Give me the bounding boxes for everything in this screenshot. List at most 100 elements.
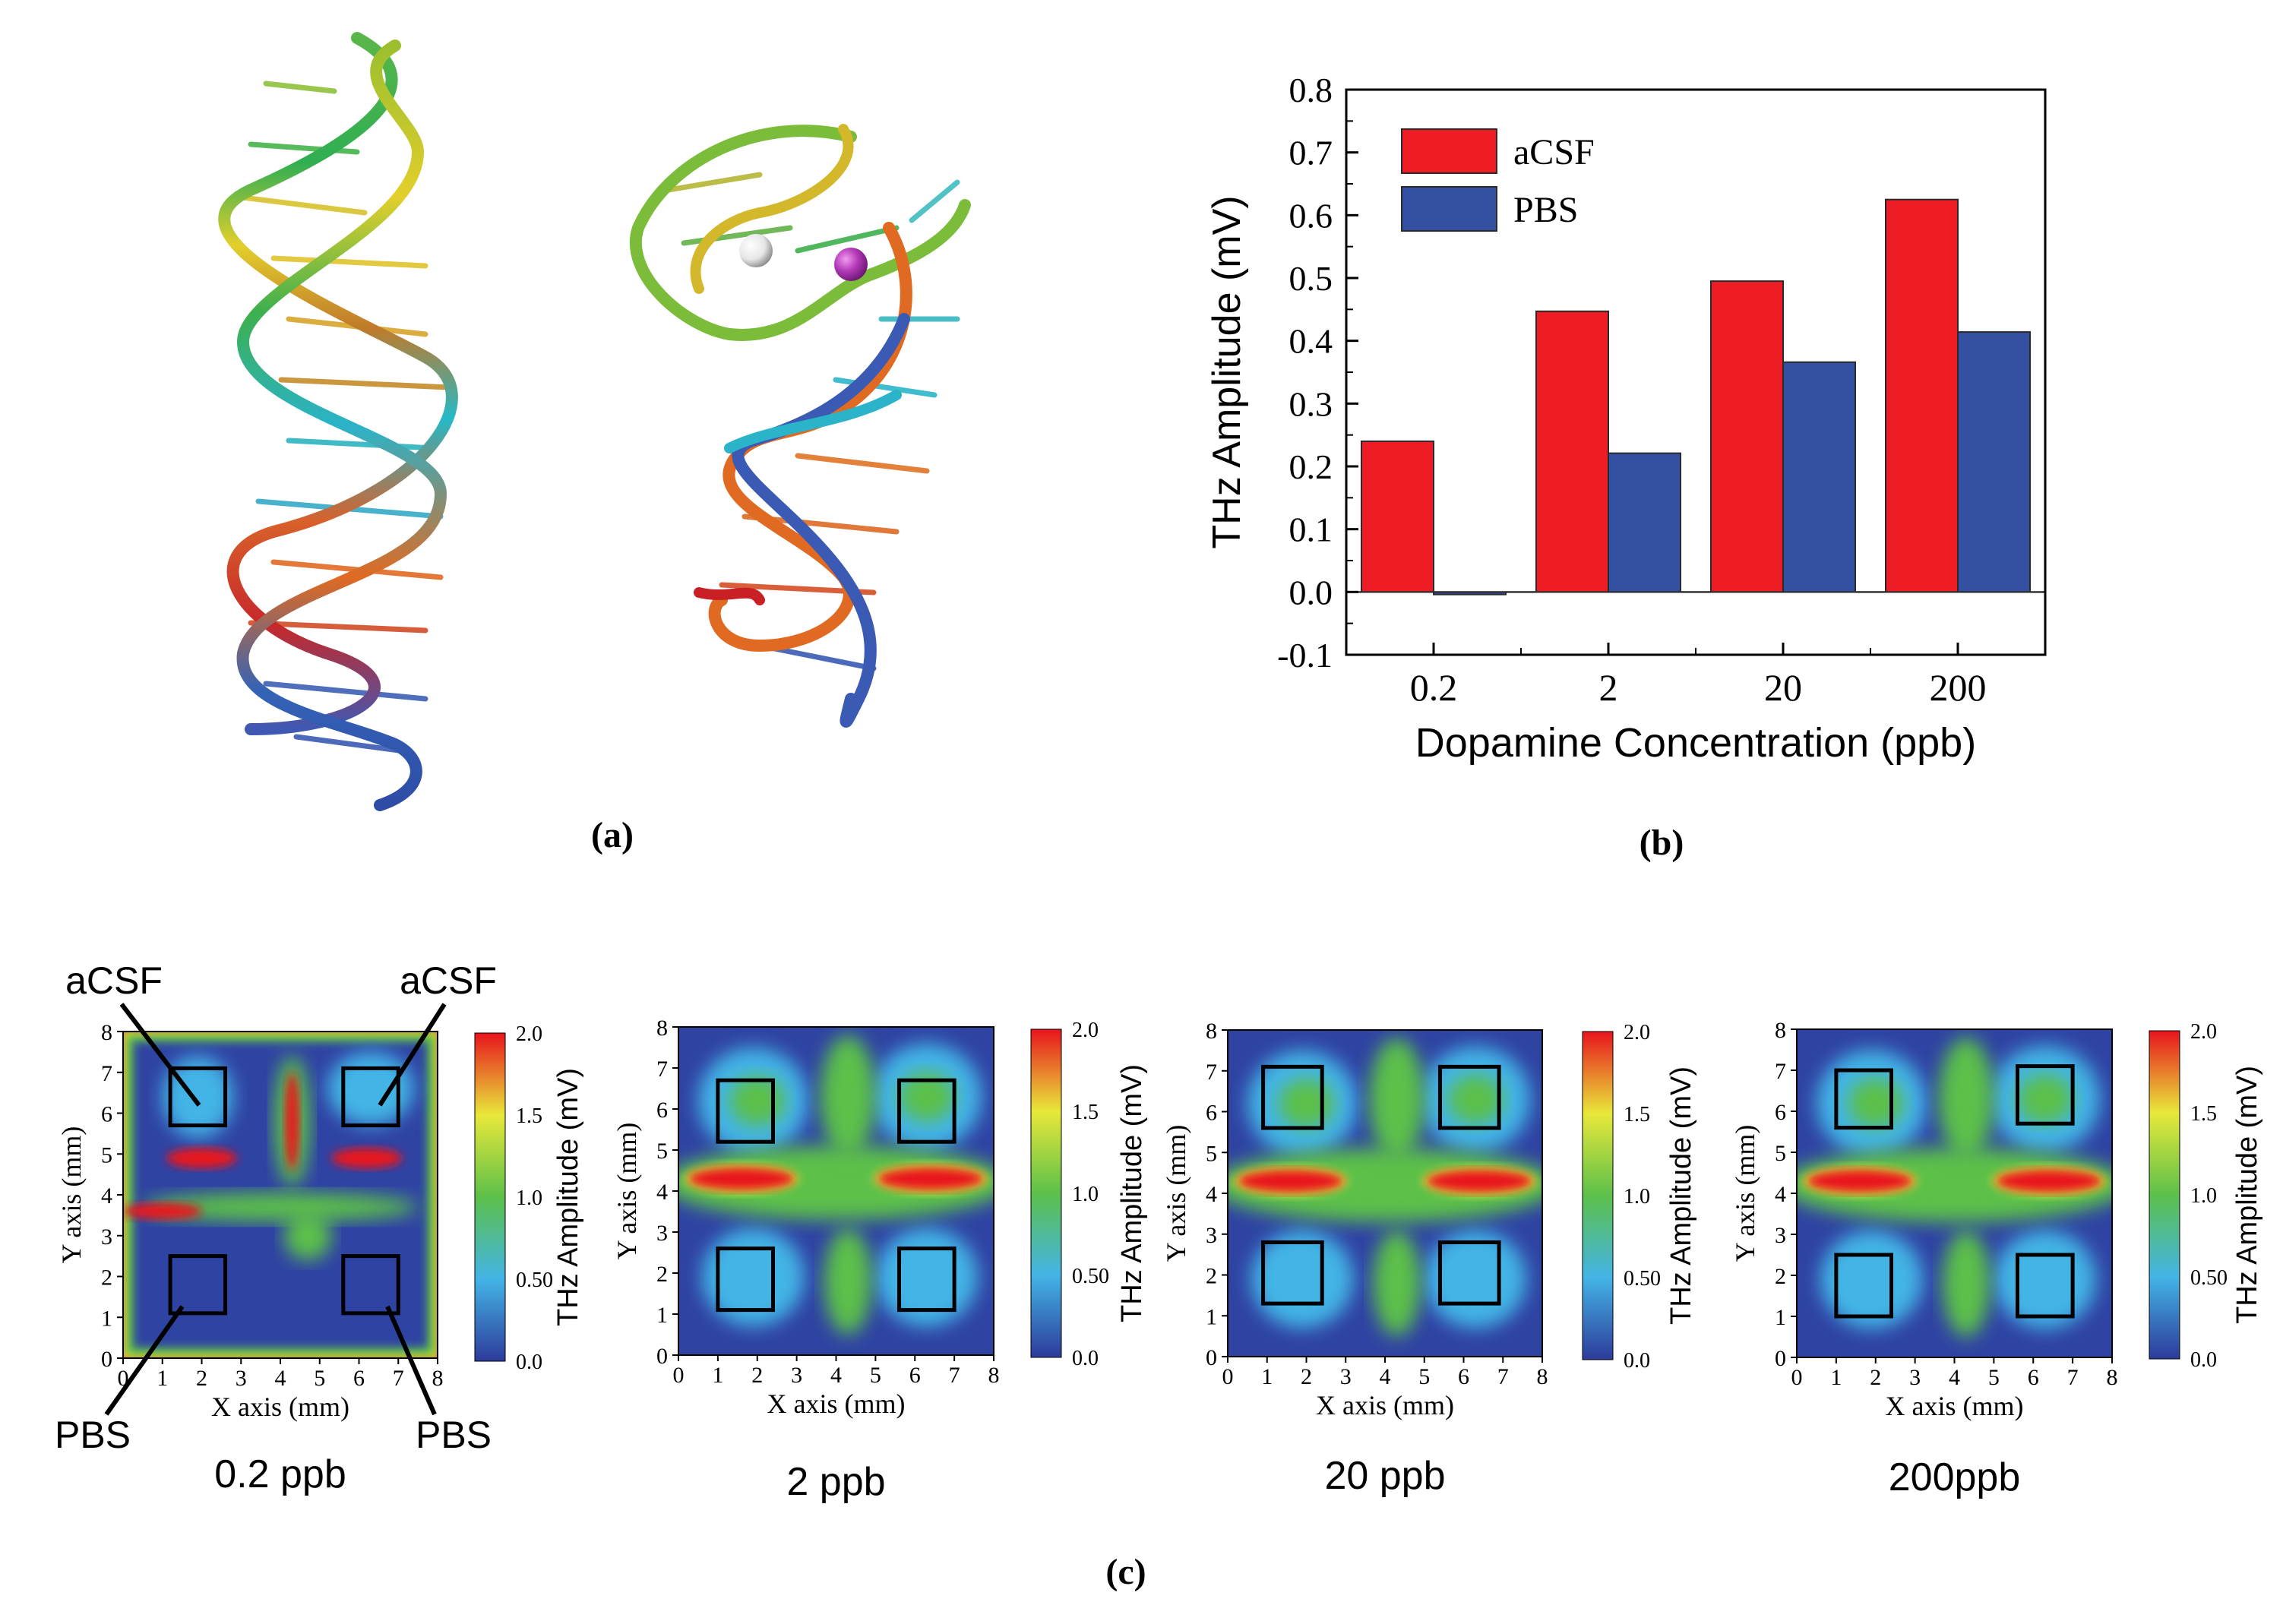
aptamer-dopamine-complex-image: [629, 124, 971, 728]
heat-region: [1848, 1078, 1904, 1128]
y-tick-label: 5: [656, 1139, 668, 1164]
colorbar-tick-label: 1.5: [1072, 1101, 1099, 1124]
x-tick-label: 6: [1458, 1364, 1469, 1389]
y-tick-label: 8: [656, 1016, 668, 1041]
y-tick-label: 0.4: [1289, 322, 1333, 361]
heatmap-3: 0 1 2 3 4 5 6 7 8 0 1 2 3 4 5 6 7 8 X axis (mm) Y axis (mm)…: [1161, 1019, 1697, 1498]
colorbar-label: THz Amplitude (mV): [1665, 1066, 1697, 1325]
colorbar-label: THz Amplitude (mV): [552, 1068, 584, 1326]
y-tick-label: -0.1: [1277, 636, 1333, 675]
x-tick-label: 7: [393, 1366, 404, 1391]
y-tick-label: 0.7: [1289, 134, 1333, 172]
heat-region: [285, 1072, 299, 1171]
sample-box: [1437, 1240, 1501, 1306]
sample-box: [1437, 1064, 1501, 1130]
heat-region: [875, 1227, 979, 1327]
y-tick-label: 7: [656, 1057, 668, 1082]
panel-c-heatmaps: 0 1 2 3 4 5 6 7 8 0 1 2 3 4 5 6 7 8 X axis (mm) Y axis (mm)…: [56, 1016, 2263, 1504]
x-tick-label: 7: [2067, 1365, 2079, 1390]
sample-box: [341, 1254, 400, 1316]
x-tick-label: 2: [751, 1363, 763, 1388]
sample-box: [168, 1254, 228, 1316]
bar-acsf-20: [1710, 280, 1784, 593]
heat-region: [123, 1202, 202, 1220]
x-tick-label: 5: [314, 1366, 325, 1391]
annotation-acsf-right: aCSF: [400, 959, 497, 1002]
x-tick-label: 2: [1301, 1364, 1312, 1389]
colorbar-tick-label: 1.5: [1624, 1103, 1650, 1126]
x-tick-label: 1: [157, 1366, 168, 1391]
heat-region: [1373, 1230, 1421, 1337]
sample-box: [2016, 1253, 2075, 1319]
x-tick-label: 8: [432, 1366, 444, 1391]
heat-region: [899, 1072, 955, 1122]
sample-box: [2016, 1064, 2075, 1126]
white-atom-sphere: [739, 234, 773, 267]
x-tick-label: 0.2: [1410, 666, 1458, 709]
heat-region: [1237, 1169, 1344, 1193]
y-tick-label: 7: [101, 1061, 112, 1086]
colorbar-tick-label: 0.0: [1072, 1347, 1099, 1370]
x-tick-label: 4: [830, 1363, 842, 1388]
y-tick-label: 2: [1206, 1264, 1217, 1289]
y-tick-label: 4: [656, 1180, 668, 1205]
y-tick-label: 0.1: [1289, 510, 1333, 549]
heat-region: [327, 1051, 414, 1126]
colorbar-tick-label: 2.0: [2190, 1020, 2217, 1044]
heat-region: [1938, 1037, 1994, 1161]
x-tick-label: 3: [1909, 1365, 1921, 1390]
y-tick-label: 1: [101, 1306, 112, 1331]
y-tick-label: 4: [101, 1183, 112, 1209]
heatmap-4: 0 1 2 3 4 5 6 7 8 0 1 2 3 4 5 6 7 8 X axis (mm) Y axis (mm)…: [1730, 1018, 2263, 1499]
x-axis-label: X axis (mm): [1316, 1390, 1454, 1420]
annotation-pbs-left: PBS: [55, 1414, 131, 1456]
y-tick-label: 6: [656, 1098, 668, 1123]
colorbar-gradient: [2149, 1030, 2180, 1360]
legend-swatch-acsf: [1401, 128, 1497, 174]
bar-pbs-0.2: [1433, 591, 1507, 596]
colorbar-tick-label: 0.0: [1624, 1349, 1650, 1373]
x-tick-label: 4: [275, 1366, 286, 1391]
x-axis-label: X axis (mm): [767, 1389, 906, 1419]
x-tick-label: 6: [909, 1363, 921, 1388]
y-tick-label: 4: [1206, 1182, 1217, 1207]
heat-region: [1994, 1230, 2097, 1329]
x-tick-label: 0: [1222, 1364, 1234, 1389]
x-axis-label: X axis (mm): [1886, 1391, 2024, 1421]
heat-region: [702, 1227, 805, 1327]
colorbar-label: THz Amplitude (mV): [2231, 1066, 2263, 1324]
legend-swatch-pbs: [1401, 186, 1497, 232]
y-tick-label: 5: [1206, 1141, 1217, 1166]
colorbar-tick-label: 2.0: [1072, 1019, 1099, 1042]
y-tick-label: 8: [101, 1020, 112, 1045]
y-axis-label: Y axis (mm): [612, 1123, 642, 1260]
colorbar-tick-label: 1.5: [516, 1104, 542, 1128]
x-tick-label: 5: [1418, 1364, 1430, 1389]
bar-pbs-200: [1957, 331, 2031, 593]
x-tick-label: 1: [712, 1363, 723, 1388]
x-tick-label: 8: [988, 1363, 1000, 1388]
heatmap-2: 0 1 2 3 4 5 6 7 8 0 1 2 3 4 5 6 7 8 X axis (mm) Y axis (mm)…: [612, 1016, 1148, 1504]
bar-acsf-200: [1885, 198, 1959, 593]
heat-region: [877, 1167, 985, 1190]
y-axis-label: THz Amplitude (mV): [1205, 195, 1249, 548]
x-axis-label: Dopamine Concentration (ppb): [1415, 720, 1976, 766]
y-tick-label: 3: [101, 1224, 112, 1250]
x-tick-label: 0: [673, 1363, 685, 1388]
colorbar-tick-label: 1.0: [2190, 1184, 2217, 1208]
colorbar-gradient: [474, 1032, 506, 1362]
heat-region: [166, 1148, 238, 1169]
x-tick-label: 3: [236, 1366, 247, 1391]
heat-region: [2017, 1074, 2073, 1124]
x-tick-label: 3: [791, 1363, 802, 1388]
heatmap-field: [1797, 1029, 2112, 1357]
x-tick-label: 1: [1830, 1365, 1842, 1390]
heat-region: [1995, 1169, 2103, 1193]
pointer-line-pbs-right: [385, 1305, 437, 1416]
colorbar-tick-label: 1.5: [2190, 1102, 2217, 1126]
y-tick-label: 2: [1775, 1264, 1786, 1289]
x-tick-label: 2: [196, 1366, 207, 1391]
panel-a-label: (a): [591, 815, 634, 855]
